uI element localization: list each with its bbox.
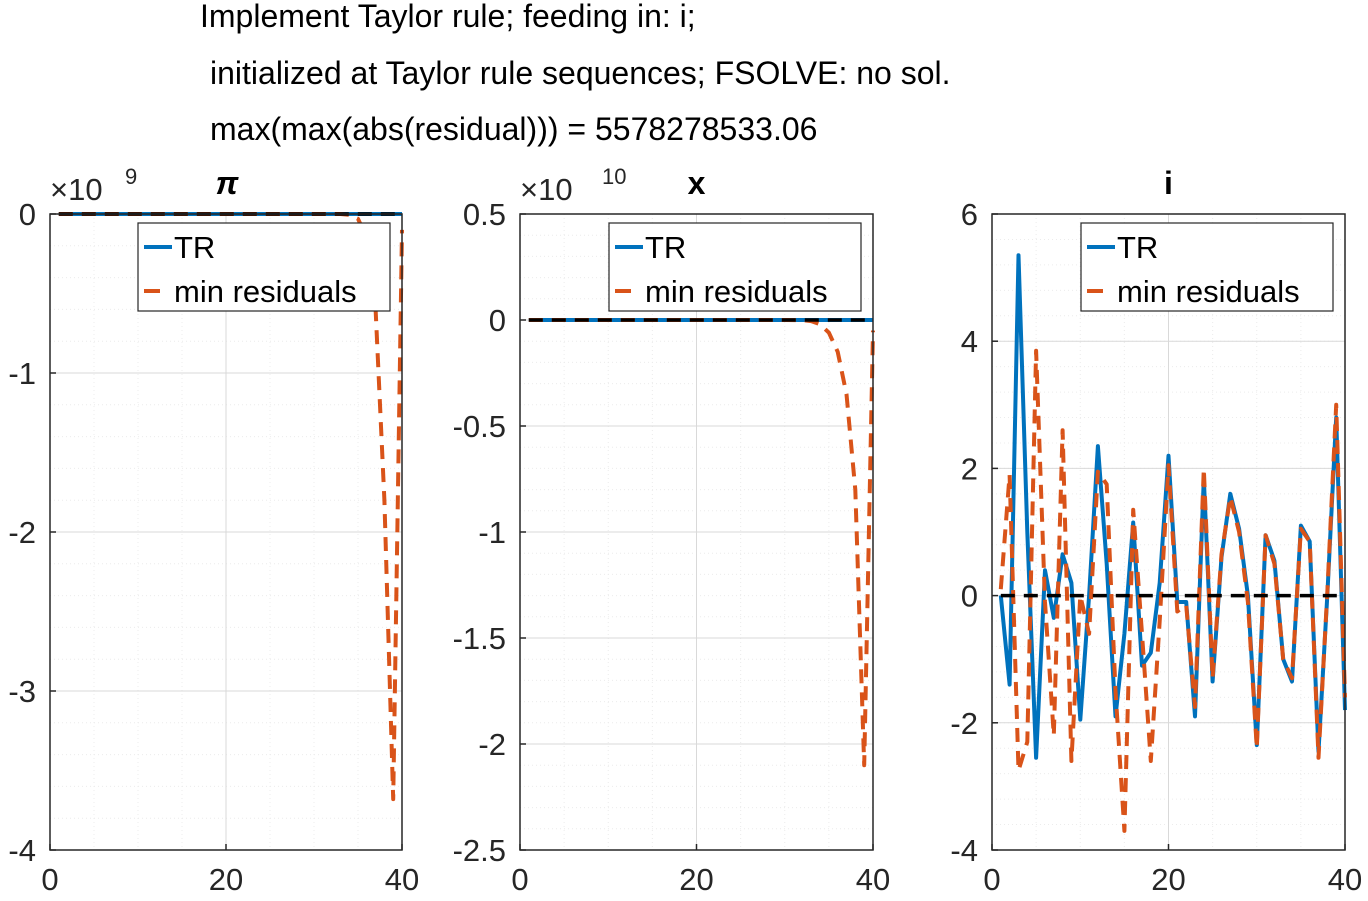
y-tick-label: -0.5: [453, 409, 506, 444]
y-tick-label: -4: [950, 833, 978, 868]
legend-label-tr: TR: [1117, 230, 1158, 265]
x-tick-label: 20: [1151, 862, 1185, 897]
legend-label-min-residuals: min residuals: [174, 274, 357, 309]
series-line-tr: [998, 253, 1347, 760]
y-tick-label: -4: [8, 833, 36, 868]
subplot-title: i: [1164, 165, 1173, 201]
legend-box: [1080, 222, 1334, 312]
legend: TR min residuals: [1080, 222, 1334, 312]
y-tick-label: -2: [950, 706, 978, 741]
x-tick-label: 40: [385, 862, 419, 897]
x-tick-label: 20: [209, 862, 243, 897]
subplot-title: π: [216, 165, 240, 201]
x-tick-label: 0: [41, 862, 58, 897]
axis-exponent-label: ×10: [520, 172, 573, 207]
x-tick-label: 40: [1328, 862, 1362, 897]
x-tick-label: 0: [511, 862, 528, 897]
series-line-min-residuals: [528, 318, 875, 768]
legend: TR min residuals: [137, 222, 391, 312]
series-line-min-residuals: [998, 348, 1347, 833]
legend-box: [608, 222, 862, 312]
axis-exponent-label: ×10: [50, 172, 103, 207]
subplot-x: 0 20 40 0.5 0 -0.5 -1 -1.5 -2 -2.5 ×10 10 xTR min res…: [453, 164, 891, 897]
y-tick-label: 0: [19, 197, 36, 232]
y-tick-label: -2.5: [453, 833, 506, 868]
subplot-title: x: [688, 165, 706, 201]
legend-label-tr: TR: [174, 230, 215, 265]
legend-label-min-residuals: min residuals: [645, 274, 828, 309]
y-tick-label: -3: [8, 674, 36, 709]
y-tick-label: 2: [961, 451, 978, 486]
x-tick-label: 40: [856, 862, 890, 897]
y-tick-label: 0: [961, 579, 978, 614]
figure-suptitle: Implement Taylor rule; feeding in: i; in…: [0, 0, 1368, 160]
y-tick-label: 0: [489, 303, 506, 338]
suptitle-line-2: initialized at Taylor rule sequences; FS…: [210, 55, 951, 91]
subplot-pi: 0 20 40 0 -1 -2 -3 -4 ×10 9 πTR min residuals: [8, 164, 419, 897]
x-tick-label: 0: [983, 862, 1000, 897]
y-tick-label: 0.5: [463, 197, 506, 232]
legend: TR min residuals: [608, 222, 862, 312]
suptitle-line-1: Implement Taylor rule; feeding in: i;: [200, 0, 696, 34]
y-tick-label: 6: [961, 197, 978, 232]
y-tick-label: -1: [8, 356, 36, 391]
y-tick-label: -1.5: [453, 621, 506, 656]
y-tick-label: -2: [478, 727, 506, 762]
axis-exponent-power: 10: [602, 164, 626, 189]
y-tick-label: -2: [8, 515, 36, 550]
suptitle-line-3: max(max(abs(residual))) = 5578278533.06: [210, 111, 818, 147]
legend-box: [137, 222, 391, 312]
legend-label-min-residuals: min residuals: [1117, 274, 1300, 309]
legend-label-tr: TR: [645, 230, 686, 265]
y-tick-label: -1: [478, 515, 506, 550]
x-tick-label: 20: [679, 862, 713, 897]
y-tick-label: 4: [961, 324, 978, 359]
axis-exponent-power: 9: [125, 164, 137, 189]
